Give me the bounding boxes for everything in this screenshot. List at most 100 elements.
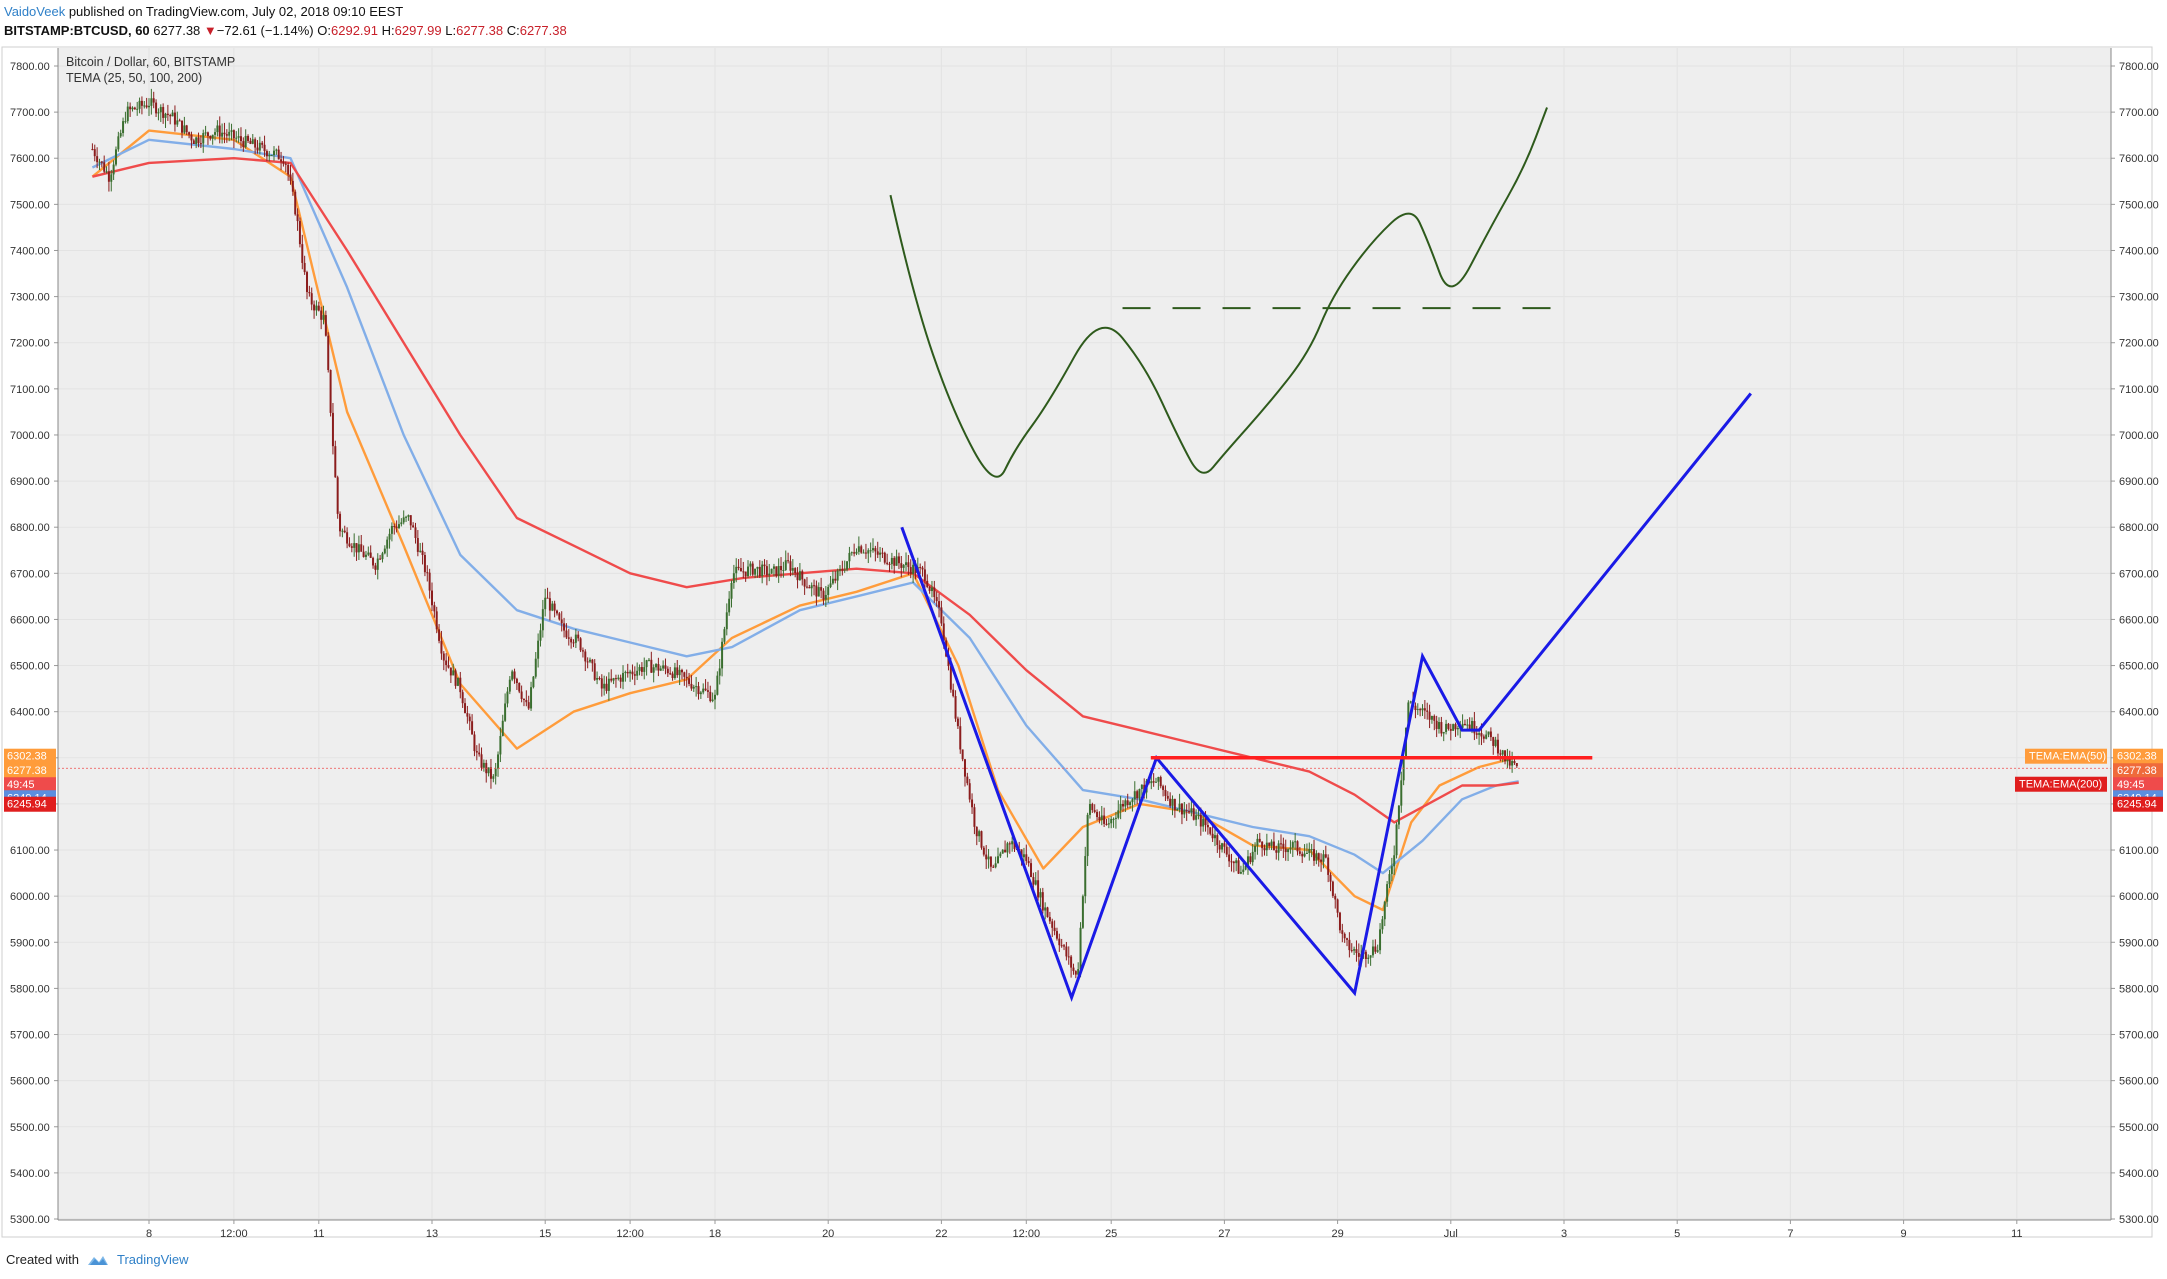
candle-body xyxy=(1397,805,1400,825)
candle-body xyxy=(1164,789,1167,796)
candle-body xyxy=(433,605,436,612)
candle-body xyxy=(567,637,570,639)
candle-body xyxy=(331,412,334,447)
x-tick-label: 12:00 xyxy=(616,1228,644,1240)
candle-body xyxy=(824,594,827,600)
candle-body xyxy=(1124,800,1127,807)
candle-body xyxy=(223,132,226,135)
candle-body xyxy=(548,598,551,611)
candle-body xyxy=(294,191,297,215)
y-tick-label: 7300.00 xyxy=(2119,292,2159,304)
candle-body xyxy=(907,562,910,568)
candle-body xyxy=(532,676,535,688)
candle-body xyxy=(1256,838,1259,846)
candle-body xyxy=(409,515,412,526)
y-tick-label: 5300.00 xyxy=(10,1214,50,1226)
y-tick-label: 5600.00 xyxy=(10,1076,50,1088)
candle-body xyxy=(555,610,558,614)
candle-body xyxy=(1390,866,1393,875)
price-label: 6302.38 xyxy=(7,751,47,763)
candle-body xyxy=(204,132,207,134)
plot-area[interactable] xyxy=(58,48,2111,1220)
candle-body xyxy=(947,656,950,667)
candle-body xyxy=(1350,950,1353,952)
y-tick-label: 6800.00 xyxy=(10,522,50,534)
candle-body xyxy=(930,587,933,592)
candle-body xyxy=(1027,861,1030,864)
candle-body xyxy=(1386,884,1389,902)
candle-body xyxy=(256,147,259,151)
candle-body xyxy=(874,548,877,552)
left-price-axis[interactable]: 7800.00 7700.00 7600.00 7500.00 7400.00 7300.… xyxy=(4,48,59,1226)
candle-body xyxy=(230,130,233,132)
candle-body xyxy=(971,799,974,808)
time-axis[interactable]: 8 12:00 11 13 15 12:00 18 20 22 12:00 25 27 29 Jul 3 5 7… xyxy=(58,1219,2111,1240)
author-link[interactable]: VaidoVeek xyxy=(4,4,66,19)
x-tick-label: 22 xyxy=(935,1228,947,1240)
candle-body xyxy=(978,831,981,837)
candle-body xyxy=(1103,815,1106,824)
right-price-axis[interactable]: 7800.00 7700.00 7600.00 7500.00 7400.00 7300.… xyxy=(2015,48,2163,1226)
candle-body xyxy=(1155,781,1158,783)
candle-body xyxy=(188,132,191,135)
candle-body xyxy=(320,310,323,320)
candle-body xyxy=(1218,844,1221,850)
candle-body xyxy=(1440,722,1443,734)
candle-body xyxy=(353,543,356,548)
candle-body xyxy=(296,214,299,222)
candle-body xyxy=(395,526,398,529)
candle-body xyxy=(1485,734,1488,739)
candle-body xyxy=(678,669,681,676)
candle-body xyxy=(232,130,235,139)
candle-body xyxy=(209,136,212,139)
candle-body xyxy=(1463,723,1466,726)
candle-body xyxy=(1280,843,1282,845)
candle-body xyxy=(1084,856,1087,897)
candle-body xyxy=(544,597,547,610)
candle-body xyxy=(1305,852,1308,854)
candle-body xyxy=(1371,946,1374,956)
candle-body xyxy=(912,564,915,574)
y-tick-label: 7300.00 xyxy=(10,292,50,304)
candle-body xyxy=(237,136,240,138)
candle-body xyxy=(492,776,495,779)
candle-body xyxy=(1452,724,1455,731)
candle-body xyxy=(749,563,752,567)
candle-body xyxy=(1296,841,1299,852)
tradingview-link[interactable]: TradingView xyxy=(116,1252,189,1267)
candle-body xyxy=(1065,946,1068,957)
candle-body xyxy=(1133,791,1136,800)
candle-body xyxy=(836,570,839,581)
candle-body xyxy=(775,566,778,576)
candle-body xyxy=(1355,949,1358,954)
candle-body xyxy=(742,571,745,573)
candle-body xyxy=(487,767,490,774)
high-label: H: xyxy=(381,23,395,38)
candle-body xyxy=(961,749,964,760)
candle-body xyxy=(428,572,431,591)
price-label-bg xyxy=(2113,748,2163,764)
candle-body xyxy=(131,107,134,110)
candle-body xyxy=(1011,841,1014,845)
low-label: L: xyxy=(445,23,457,38)
candle-body xyxy=(1202,818,1205,827)
candle-body xyxy=(369,552,372,558)
candle-body xyxy=(1138,788,1141,799)
candle-body xyxy=(164,113,167,118)
candle-body xyxy=(1039,892,1042,898)
candle-body xyxy=(239,136,242,142)
y-tick-label: 6000.00 xyxy=(10,891,50,903)
candle-body xyxy=(1407,702,1410,728)
candle-body xyxy=(685,676,688,679)
candle-body xyxy=(843,569,846,571)
candle-body xyxy=(980,831,983,848)
candle-body xyxy=(1206,825,1209,828)
x-tick-label: 3 xyxy=(1561,1228,1567,1240)
candle-body xyxy=(228,131,231,136)
indicator-title: TEMA (25, 50, 100, 200) xyxy=(66,71,202,85)
candle-body xyxy=(763,564,766,567)
candle-body xyxy=(900,563,903,568)
candle-body xyxy=(258,142,261,151)
y-tick-label: 6700.00 xyxy=(2119,568,2159,580)
